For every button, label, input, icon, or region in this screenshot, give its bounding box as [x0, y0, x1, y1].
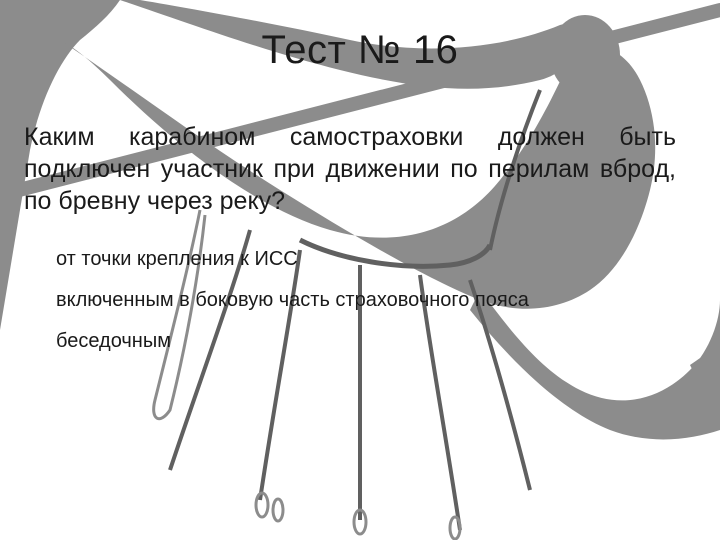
test-title: Тест № 16: [0, 0, 720, 73]
question-text: Каким карабином самостраховки должен быт…: [0, 73, 720, 217]
answer-option-3[interactable]: беседочным: [56, 329, 356, 354]
answer-option-2[interactable]: включенным в боковую часть страховочного…: [56, 288, 576, 313]
answer-option-1[interactable]: от точки крепления к ИСС: [56, 247, 316, 272]
answers-list: от точки крепления к ИСС включенным в бо…: [0, 217, 720, 354]
